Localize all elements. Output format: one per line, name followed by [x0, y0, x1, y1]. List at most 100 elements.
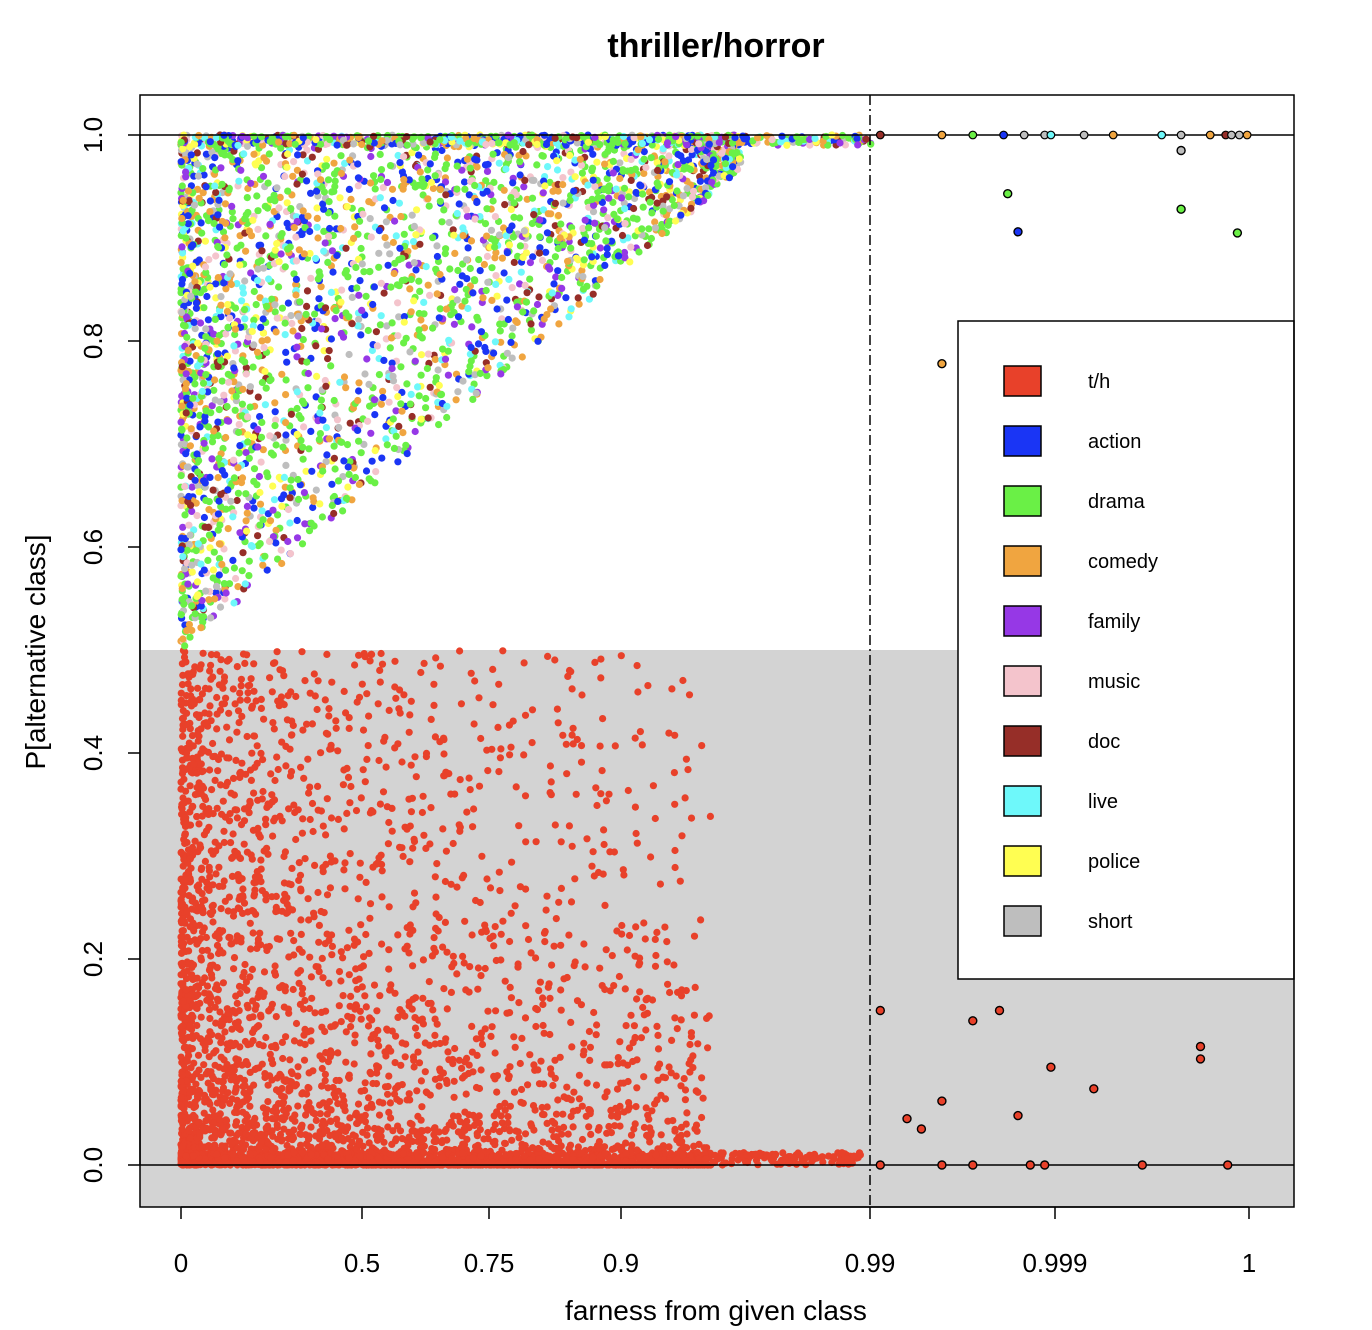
- t/h-point: [190, 1059, 198, 1067]
- t/h-point: [415, 1059, 424, 1067]
- t/h-point: [455, 821, 463, 829]
- t/h-point: [281, 890, 289, 898]
- t/h-point: [267, 770, 275, 778]
- t/h-point: [238, 875, 246, 883]
- t/h-point: [220, 838, 228, 847]
- t/h-point: [250, 892, 258, 900]
- t/h-point: [279, 1054, 287, 1063]
- t/h-point: [244, 689, 252, 697]
- t/h-point: [327, 1106, 335, 1114]
- t/h-point: [430, 680, 438, 688]
- t/h-point: [299, 815, 307, 823]
- t/h-point: [484, 767, 492, 775]
- t/h-point: [510, 1088, 519, 1096]
- t/h-point: [213, 651, 221, 659]
- t/h-point: [474, 985, 482, 993]
- t/h-point: [392, 1032, 400, 1040]
- drama-point: [275, 283, 283, 291]
- t/h-point: [298, 1149, 306, 1157]
- t/h-point: [651, 1100, 659, 1108]
- t/h-point: [305, 916, 313, 924]
- t/h-point: [246, 973, 254, 981]
- t/h-point: [407, 808, 415, 816]
- t/h-point: [362, 878, 370, 887]
- t/h-point: [267, 1055, 276, 1064]
- t/h-point: [185, 1127, 193, 1135]
- t/h-point: [219, 797, 227, 805]
- comedy-point: [221, 200, 229, 208]
- t/h-point: [367, 1050, 375, 1058]
- t/h-point: [197, 1013, 205, 1021]
- t/h-point: [671, 1127, 679, 1135]
- t/h-point: [594, 868, 603, 877]
- t/h-point: [249, 1013, 257, 1021]
- t/h-point: [182, 1152, 190, 1160]
- t/h-point: [303, 720, 311, 728]
- t/h-point: [194, 937, 202, 946]
- t/h-point: [217, 1053, 225, 1061]
- t/h-point: [240, 968, 248, 977]
- t/h-point: [470, 720, 478, 728]
- t/h-point: [365, 712, 373, 720]
- t/h-point: [671, 1014, 679, 1022]
- t/h-point: [580, 1039, 588, 1047]
- t/h-point: [422, 844, 430, 853]
- t/h-point: [419, 792, 427, 800]
- t/h-point: [259, 1042, 267, 1050]
- t/h-point: [617, 652, 625, 660]
- drama-point: [250, 465, 259, 473]
- t/h-point: [631, 734, 639, 742]
- t/h-point: [548, 961, 556, 969]
- t/h-point: [539, 994, 547, 1002]
- t/h-point: [218, 681, 226, 689]
- t/h-point: [269, 832, 277, 840]
- t/h-point: [240, 983, 248, 992]
- t/h-point: [567, 1096, 575, 1104]
- t/h-point: [333, 1152, 341, 1160]
- t/h-point: [386, 1150, 394, 1158]
- t/h-point: [409, 1127, 417, 1135]
- t/h-point: [608, 952, 616, 960]
- t/h-point: [306, 783, 314, 791]
- t/h-point: [313, 705, 321, 714]
- t/h-point: [506, 937, 514, 946]
- t/h-point: [628, 1141, 636, 1149]
- t/h-point: [369, 1079, 377, 1088]
- t/h-point: [457, 700, 465, 708]
- t/h-point: [178, 1125, 186, 1133]
- t/h-point: [328, 931, 336, 939]
- t/h-point: [644, 682, 652, 690]
- t/h-point: [359, 962, 367, 970]
- action-point: [354, 174, 362, 182]
- t/h-point: [610, 1152, 619, 1160]
- t/h-point: [439, 825, 447, 833]
- chart-title: thriller/horror: [607, 27, 824, 65]
- t/h-point: [376, 666, 384, 675]
- t/h-point: [318, 1141, 326, 1149]
- t/h-point: [577, 758, 586, 766]
- t/h-point: [544, 652, 552, 661]
- t/h-point: [220, 673, 229, 681]
- t/h-point: [459, 1149, 467, 1157]
- t/h-point: [652, 1151, 660, 1159]
- t/h-point: [632, 1103, 640, 1111]
- t/h-point: [487, 1032, 495, 1040]
- t/h-point: [431, 1075, 439, 1083]
- t/h-point: [319, 863, 327, 872]
- t/h-point: [383, 1026, 392, 1034]
- t/h-point: [489, 665, 497, 674]
- t/h-point: [438, 1153, 447, 1161]
- t/h-point: [540, 1029, 548, 1037]
- t/h-point: [286, 1056, 294, 1064]
- t/h-point: [193, 711, 201, 719]
- t/h-point: [530, 1061, 538, 1069]
- t/h-point: [536, 978, 545, 986]
- t/h-point: [495, 768, 503, 776]
- t/h-point: [266, 674, 274, 682]
- t/h-point: [399, 852, 407, 861]
- t/h-point: [478, 852, 486, 860]
- t/h-point: [690, 1142, 698, 1150]
- t/h-point: [311, 1110, 319, 1118]
- t/h-point: [215, 863, 223, 871]
